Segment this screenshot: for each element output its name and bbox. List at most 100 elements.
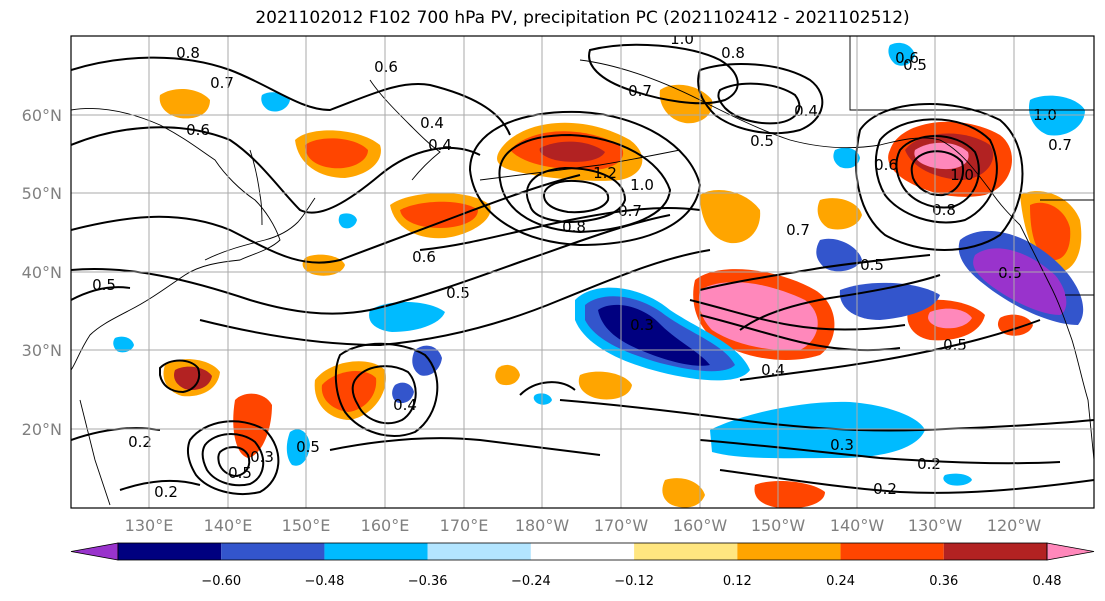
pv-contour [739,274,941,331]
pv-contour [329,437,601,456]
shade-negative-blob [973,248,1067,315]
pv-contour [119,479,201,491]
contour-label: 0.3 [830,436,854,454]
pv-contour [895,135,980,209]
contour-label: 0.5 [860,256,884,274]
colorbar-tick-label: 0.24 [826,574,855,589]
contour-label: 0.8 [562,218,586,236]
precipitation-shading [113,42,1085,508]
coastline-canada-border [849,36,1094,111]
shade-negative-blob [710,401,925,459]
pv-contour [334,342,439,437]
colorbar-tick-label: −0.12 [614,574,654,589]
colorbar-tick-labels: −0.60 −0.48 −0.36 −0.24 −0.12 0.12 0.24 0.36 0.4… [201,574,1062,589]
contour-label: 0.2 [917,455,941,473]
colorbar-extension-low [70,542,119,561]
colorbar-bin [530,543,635,560]
pv-contour [201,433,265,487]
colorbar-tick-label: −0.48 [305,574,345,589]
shade-positive-blob [1030,202,1071,261]
shade-negative-blob [888,42,915,66]
shade-positive-blob [659,84,713,124]
pv-contour [699,254,931,291]
pv-contour [159,359,201,394]
contour-label: 1.0 [950,166,974,184]
pv-contour [519,381,576,396]
contour-label: 0.7 [786,221,810,239]
shade-positive-blob [578,371,632,400]
pv-contour [855,103,1024,251]
pv-contour [71,174,581,264]
shade-negative-blob [261,92,290,112]
colorbar-bin [118,543,222,560]
colorbar-tick-label: −0.36 [408,574,448,589]
lon-label: 150°E [282,516,331,535]
colorbar-outline [117,542,1048,561]
shade-negative-blob [943,473,972,486]
shade-positive-blob [700,190,761,244]
lon-label: 140°W [830,516,885,535]
pv-contour [910,150,964,197]
colorbar-bin [634,543,738,560]
lon-label: 120°W [987,516,1042,535]
pv-contour [699,439,1061,465]
pv-contour [697,63,824,135]
contour-label: 0.5 [943,336,967,354]
colorbar-extension-high [1046,542,1095,561]
lon-label: 170°W [594,516,649,535]
shade-positive-blob [305,138,368,169]
shade-positive-blob [817,198,862,230]
contour-label: 0.2 [873,480,897,498]
colorbar-bin [737,543,841,560]
contour-label: 0.7 [210,74,234,92]
shade-positive-blob [698,282,818,351]
contour-label: 0.7 [618,202,642,220]
colorbar-bin [840,543,944,560]
lon-label: 180°W [515,516,570,535]
pv-contour [719,469,1094,494]
contour-label: 0.4 [393,396,417,414]
shade-negative-blob [833,147,860,169]
pv-contour [71,56,511,136]
map-frame [70,35,1095,509]
coastline-sakhalin [249,149,263,226]
contour-label: 0.8 [721,44,745,62]
shade-negative-blob [286,429,310,466]
contour-label: 0.7 [1048,136,1072,154]
contour-label: 0.4 [428,136,452,154]
colorbar-bin [221,543,325,560]
coastline-japan [204,197,316,261]
contour-label: 0.5 [92,276,116,294]
colorbar-tick-label: 0.12 [723,574,752,589]
pv-contour [498,133,672,234]
shade-negative-blob [1028,95,1085,136]
lat-label: 40°N [22,263,62,282]
lon-label: 130°E [125,516,174,535]
pv-contour [187,420,280,496]
contour-label: 0.5 [446,284,470,302]
colorbar-tick-label: 0.48 [1033,574,1062,589]
contour-label: 1.0 [630,176,654,194]
shade-positive-blob [495,364,520,386]
shade-positive-blob [662,478,705,508]
pv-contour [71,126,481,214]
lat-label: 30°N [22,341,62,360]
pv-contour [525,166,627,224]
contour-label: 0.6 [412,248,436,266]
contour-label: 1.2 [593,164,617,182]
contour-label: 0.7 [628,82,652,100]
contour-label: 0.5 [903,56,927,74]
contour-label: 0.2 [154,483,178,501]
shade-negative-blob [598,304,710,366]
contour-label: 0.8 [176,44,200,62]
colorbar-tick-label: −0.60 [201,574,241,589]
colorbar-bin [324,543,428,560]
lat-label: 60°N [22,106,62,125]
pv-contour [874,118,998,224]
shade-positive-blob [233,393,272,458]
lon-label: 140°E [204,516,253,535]
colorbar-tick-label: −0.24 [511,574,551,589]
contour-label: 0.6 [186,121,210,139]
contour-label: 0.5 [998,264,1022,282]
